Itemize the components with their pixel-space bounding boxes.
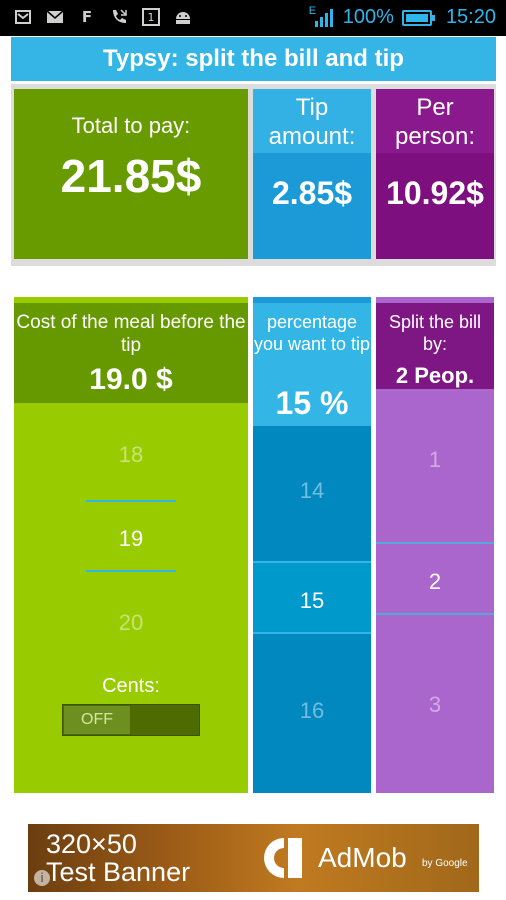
tip-option-band-prev: [253, 426, 371, 561]
split-header: Split the bill by: 2 Peop.: [376, 297, 494, 389]
mail-icon: [46, 8, 64, 26]
tip-percent-label: percentage you want to tip: [253, 312, 371, 354]
calendar-icon: 1: [142, 8, 160, 26]
battery-fill: [405, 13, 428, 22]
split-picker-divider-top: [376, 542, 494, 544]
meal-option-selected[interactable]: 19: [118, 526, 144, 551]
ad-by-google: by Google: [422, 858, 468, 869]
tip-amount-label: Tip amount:: [268, 94, 356, 150]
ad-size-label: 320×50: [46, 829, 137, 859]
split-option-prev[interactable]: 1: [428, 447, 442, 472]
per-person-label: Per person:: [394, 94, 476, 150]
signal-icon: E: [308, 4, 335, 29]
ad-test-label: Test Banner: [46, 857, 191, 887]
split-picker-divider-bottom: [376, 613, 494, 615]
android-icon: [174, 8, 192, 26]
meal-cost-header: Cost of the meal before the tip 19.0 $: [14, 297, 248, 403]
cents-toggle[interactable]: OFF: [62, 704, 200, 736]
tip-picker-divider-bottom: [253, 632, 371, 634]
meal-option-prev[interactable]: 18: [118, 442, 144, 467]
calendar-day: 1: [147, 10, 155, 24]
ad-banner[interactable]: 320×50 Test Banner i AdMob by Google: [28, 824, 479, 892]
ad-info-icon[interactable]: i: [34, 870, 50, 886]
split-panel: Split the bill by: 2 Peop. 1 2 3: [376, 297, 494, 793]
tip-option-next[interactable]: 16: [299, 698, 325, 723]
tip-percent-header: percentage you want to tip 15 %: [253, 297, 371, 426]
meal-picker-divider-bottom: [86, 570, 176, 572]
ad-brand: AdMob: [318, 842, 407, 873]
per-person-value: 10.92$: [386, 175, 484, 211]
tip-amount-value: 2.85$: [271, 175, 353, 211]
split-option-selected[interactable]: 2: [428, 569, 442, 594]
per-person-card: Per person: 10.92$: [376, 89, 494, 259]
admob-logo-icon: [260, 834, 310, 882]
split-label: Split the bill by:: [388, 312, 482, 354]
missed-call-icon: [110, 8, 128, 26]
total-label: Total to pay:: [71, 113, 191, 138]
tip-percent-value: 15 %: [275, 385, 349, 421]
tip-amount-card: Tip amount: 2.85$: [253, 89, 371, 259]
total-card: Total to pay: 21.85$: [14, 89, 248, 259]
network-type-label: E: [308, 4, 317, 17]
tip-amount-header: [253, 89, 371, 153]
meal-cost-panel: Cost of the meal before the tip 19.0 $ 1…: [14, 297, 248, 793]
split-value: 2 Peop.: [395, 363, 475, 388]
tip-option-band-next: [253, 634, 371, 793]
total-value: 21.85$: [60, 150, 202, 202]
tip-option-selected[interactable]: 15: [299, 588, 325, 613]
cents-toggle-state: OFF: [64, 706, 130, 734]
meal-option-next[interactable]: 20: [118, 610, 144, 635]
tip-option-prev[interactable]: 14: [299, 478, 325, 503]
notification-icons: F 1: [14, 8, 192, 26]
clock: 15:20: [445, 6, 496, 28]
meal-cost-label: Cost of the meal before the tip: [16, 312, 246, 356]
app-title: Typsy: split the bill and tip: [11, 37, 496, 81]
tip-percent-panel: percentage you want to tip 15 % 14 15 16: [253, 297, 371, 793]
battery-icon: [401, 9, 435, 26]
message-icon: [14, 8, 32, 26]
status-bar: F 1 E 100% 15:20: [0, 0, 506, 36]
cents-label: Cents:: [102, 675, 160, 697]
tip-picker-divider-top: [253, 561, 371, 563]
split-option-next[interactable]: 3: [428, 692, 442, 717]
system-status: E 100% 15:20: [308, 4, 496, 29]
facebook-icon: F: [81, 8, 93, 26]
meal-picker-divider-top: [86, 500, 176, 502]
ad-text: 320×50 Test Banner: [46, 830, 190, 886]
meal-cost-value: 19.0 $: [89, 363, 173, 396]
battery-percent: 100%: [342, 6, 394, 28]
per-person-header: [376, 89, 494, 153]
